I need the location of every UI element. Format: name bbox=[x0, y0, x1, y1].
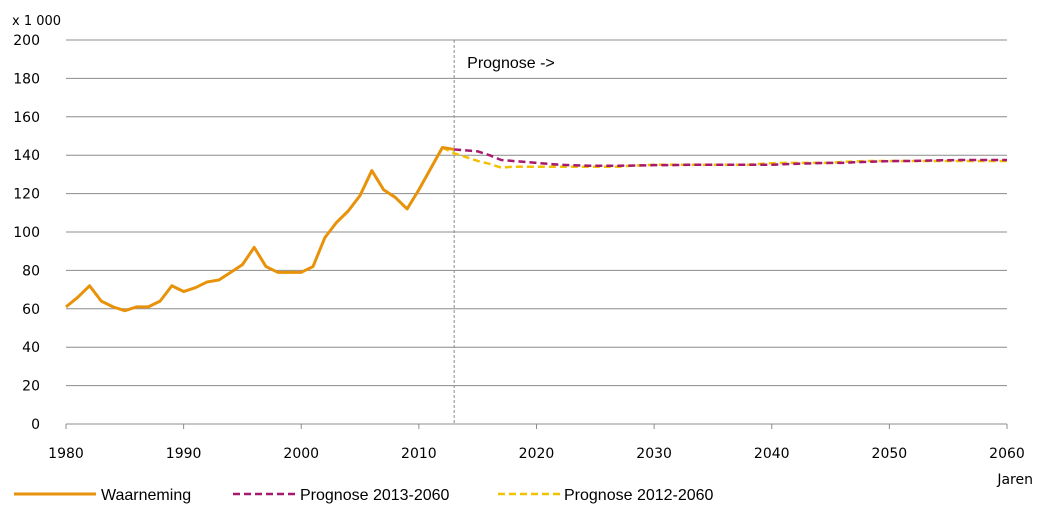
x-tick-label: 2040 bbox=[754, 446, 790, 462]
x-tick-label: 1980 bbox=[48, 446, 84, 462]
y-tick-label: 0 bbox=[31, 417, 40, 433]
series-lines bbox=[65, 146, 1007, 313]
x-tick-marks bbox=[65, 424, 1008, 429]
prognose-annotation: Prognose -> bbox=[467, 55, 555, 72]
gridlines bbox=[66, 39, 1007, 387]
y-tick-label: 60 bbox=[22, 302, 40, 318]
x-tick-label: 2060 bbox=[989, 446, 1025, 462]
y-tick-labels: 0 20 40 60 80 100 120 140 160 180 200 bbox=[13, 33, 40, 433]
x-axis-title: Jaren bbox=[996, 472, 1033, 488]
y-tick-label: 140 bbox=[13, 148, 40, 164]
legend: Waarneming Prognose 2013-2060 Prognose 201… bbox=[14, 487, 714, 504]
x-tick-label: 2000 bbox=[283, 446, 319, 462]
y-tick-label: 100 bbox=[13, 225, 40, 241]
y-tick-label: 40 bbox=[22, 340, 40, 356]
legend-label: Waarneming bbox=[101, 487, 191, 504]
series-line bbox=[65, 146, 455, 313]
y-unit-label: x 1 000 bbox=[12, 14, 61, 29]
x-tick-label: 1990 bbox=[166, 446, 202, 462]
y-tick-label: 200 bbox=[13, 33, 40, 49]
y-tick-label: 120 bbox=[13, 187, 40, 203]
x-tick-label: 2010 bbox=[401, 446, 437, 462]
series-line bbox=[454, 148, 1007, 168]
y-tick-label: 180 bbox=[13, 71, 40, 87]
x-tick-label: 2050 bbox=[872, 446, 908, 462]
series-line bbox=[441, 146, 1007, 169]
x-tick-labels: 1980 1990 2000 2010 2020 2030 2040 2050 2060 bbox=[48, 446, 1025, 462]
x-tick-label: 2030 bbox=[636, 446, 672, 462]
y-tick-label: 80 bbox=[22, 263, 40, 279]
legend-label: Prognose 2012-2060 bbox=[564, 487, 714, 504]
x-tick-label: 2020 bbox=[519, 446, 555, 462]
legend-label: Prognose 2013-2060 bbox=[300, 487, 450, 504]
y-tick-label: 20 bbox=[22, 379, 40, 395]
y-tick-label: 160 bbox=[13, 110, 40, 126]
